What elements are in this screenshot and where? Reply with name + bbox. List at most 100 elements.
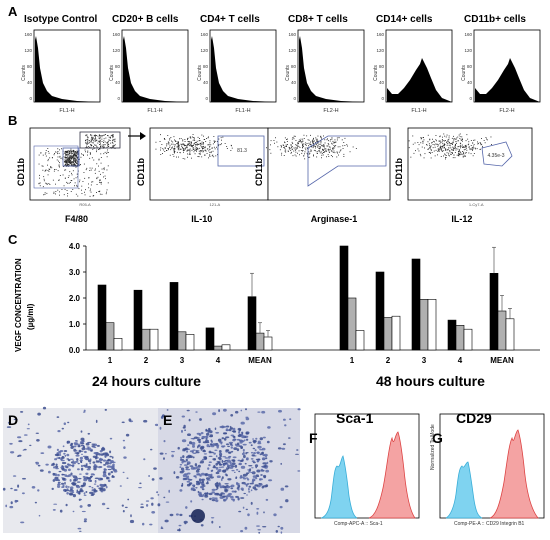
histogram-xlabel: FL1-H (59, 108, 74, 114)
c-bar (185, 334, 195, 351)
flow-g-ylabel: Normalized To Mode (430, 424, 436, 470)
histogram-ytick: 160 (112, 32, 120, 37)
histogram-xlabel: FL1-H (147, 108, 162, 114)
c-bar (141, 328, 151, 351)
c-bar (463, 328, 473, 351)
histogram-xlabel: FL1-H (411, 108, 426, 114)
dotplot-xlabel: F4/80 (65, 214, 89, 224)
histogram-ytick: 40 (27, 80, 33, 85)
histogram-ytick: 120 (288, 48, 296, 53)
histogram-plot: 160 120 80 40 0 Counts FL1-H (373, 29, 453, 114)
c-category-label: MEAN (490, 356, 514, 365)
c-bar (411, 258, 421, 351)
histogram-ytick: 80 (467, 64, 473, 69)
c-ytick: 1.0 (69, 320, 81, 329)
c-category-label: 2 (144, 356, 149, 365)
c-ytick: 0.0 (69, 346, 81, 355)
histogram-ytick: 0 (293, 96, 296, 101)
gate-label: 81.3 (237, 148, 247, 154)
histogram-plot: 160 120 80 40 0 Counts FL2-H (285, 29, 365, 114)
histogram-fill (387, 58, 452, 102)
c-category-label: 3 (422, 356, 427, 365)
histogram-fill (475, 58, 540, 102)
c-bar (497, 310, 507, 351)
dotplot-ylabel: CD11b (254, 157, 264, 186)
histogram-ytick: 160 (376, 32, 384, 37)
c-category-label: 1 (108, 356, 113, 365)
histogram-ytick: 120 (376, 48, 384, 53)
cd29-control-peak (445, 461, 483, 519)
group-label-48h: 48 hours culture (376, 373, 485, 389)
cd29-stained-peak (489, 429, 539, 519)
dotplot-xlabel: IL-10 (191, 214, 213, 224)
sca1-stained-peak (368, 431, 416, 519)
c-bar (169, 282, 179, 351)
c-bar (347, 297, 357, 351)
c-bar (455, 325, 465, 351)
c-bar (383, 317, 393, 351)
histogram-ytick: 80 (115, 64, 121, 69)
panel-letter-f: F (309, 430, 318, 446)
histogram-xlabel: FL1-H (235, 108, 250, 114)
histogram-fill (211, 36, 276, 102)
histogram-fill (299, 36, 364, 102)
c-category-label: 3 (180, 356, 185, 365)
histogram-plot: 160 120 80 40 0 Counts FL2-H (461, 29, 541, 114)
histogram-ytick: 40 (467, 80, 473, 85)
histogram-fill (35, 36, 100, 102)
dotplot-axis-sub: 121-A (210, 202, 221, 207)
gate-arrow (128, 132, 146, 140)
histogram-ytick: 80 (291, 64, 297, 69)
histogram-ytick: 80 (27, 64, 33, 69)
group-label-24h: 24 hours culture (92, 373, 201, 389)
histogram-ytick: 120 (200, 48, 208, 53)
c-bar (113, 338, 123, 351)
histogram-xlabel: FL2-H (499, 108, 514, 114)
dotplot-axis-sub: R05-A (79, 202, 91, 207)
sca1-control-peak (320, 455, 358, 519)
histogram-ylabel: Counts (197, 65, 203, 81)
histogram-title: CD4+ T cells (200, 14, 260, 25)
histogram-ytick: 120 (24, 48, 32, 53)
histogram-ytick: 40 (291, 80, 297, 85)
c-ytick: 2.0 (69, 294, 81, 303)
histogram-ytick: 160 (464, 32, 472, 37)
histogram-title: CD11b+ cells (464, 14, 526, 25)
c-category-label: 4 (216, 356, 221, 365)
dotplot (266, 127, 391, 201)
histogram-ytick: 0 (29, 96, 32, 101)
histogram-ytick: 160 (24, 32, 32, 37)
c-bar (427, 298, 437, 351)
flow-title-cd29: CD29 (456, 410, 492, 426)
histogram-xlabel: FL2-H (323, 108, 338, 114)
histogram-title: CD20+ B cells (112, 14, 179, 25)
c-bar (263, 336, 273, 351)
micrograph-d (2, 406, 159, 533)
panel-letter-g: G (432, 430, 443, 446)
panel-letter-b: B (8, 113, 18, 128)
c-bar (419, 298, 429, 351)
flow-f-xlabel: Comp-APC-A :: Sca-1 (334, 521, 383, 527)
histogram-title: CD14+ cells (376, 14, 433, 25)
c-bar (505, 318, 515, 351)
panel-letter-a: A (8, 4, 18, 19)
c-category-label: 2 (386, 356, 391, 365)
c-bar (149, 328, 159, 351)
flow-title-sca1: Sca-1 (336, 410, 374, 426)
c-bar (375, 271, 385, 351)
histogram-ylabel: Counts (373, 65, 379, 81)
c-bar (213, 345, 223, 351)
dotplot-xlabel: IL-12 (451, 214, 473, 224)
c-category-label: 1 (350, 356, 355, 365)
panel-letter-c: C (8, 232, 18, 247)
flow-plot-g (439, 413, 545, 519)
chart-c-svg: 0.0 1.0 2.0 3.0 4.0 1 2 3 4 MEAN 1 2 3 4 MEAN (69, 242, 540, 365)
histogram-ytick: 40 (379, 80, 385, 85)
histogram-ytick: 40 (115, 80, 121, 85)
dotplot-axis-sub: 1-Cy7-A (469, 202, 484, 207)
c-bar (221, 344, 231, 351)
panel-letter-d: D (8, 412, 19, 428)
histogram-ylabel: Counts (285, 65, 291, 81)
c-bar (391, 315, 401, 351)
histogram-ytick: 160 (200, 32, 208, 37)
